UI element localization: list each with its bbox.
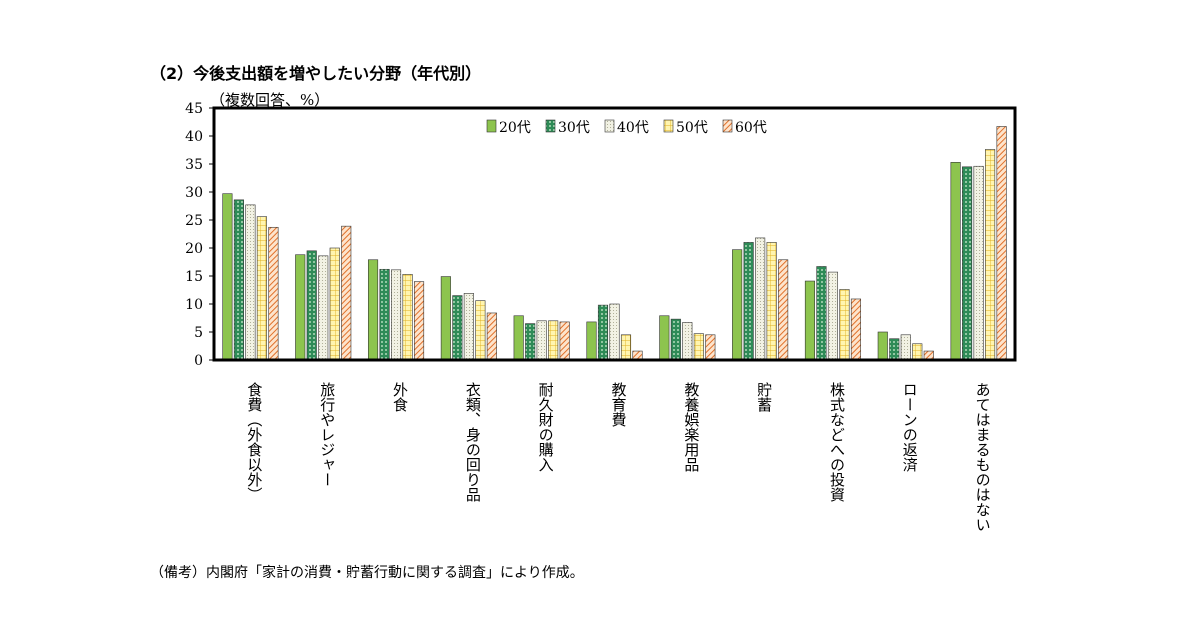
bar-50代 bbox=[329, 247, 340, 361]
y-tick-label: 40 bbox=[185, 129, 203, 145]
bar-50代 bbox=[256, 216, 267, 361]
y-tick-label: 20 bbox=[185, 241, 203, 257]
bar-40代 bbox=[682, 322, 693, 361]
bar-30代 bbox=[670, 318, 681, 361]
bar-50代 bbox=[985, 149, 996, 361]
bar-30代 bbox=[233, 199, 244, 361]
bar-50代 bbox=[475, 300, 486, 361]
bar-40代 bbox=[536, 320, 547, 361]
bar-20代 bbox=[586, 321, 597, 361]
bar-50代 bbox=[912, 343, 923, 361]
legend-label: 30代 bbox=[558, 120, 590, 136]
bar-60代 bbox=[413, 281, 425, 361]
y-tick-label: 0 bbox=[194, 353, 203, 369]
bar-40代 bbox=[318, 255, 329, 361]
chart-title: （2）今後支出額を増やしたい分野（年代別） bbox=[150, 64, 482, 83]
legend-swatch-40代 bbox=[604, 119, 615, 133]
bar-20代 bbox=[440, 276, 451, 361]
bar-50代 bbox=[402, 274, 413, 361]
bar-20代 bbox=[222, 193, 233, 361]
bar-30代 bbox=[816, 266, 827, 361]
bar-40代 bbox=[245, 204, 256, 361]
bar-30代 bbox=[889, 338, 900, 361]
y-tick-label: 15 bbox=[185, 269, 203, 285]
y-tick-label: 35 bbox=[185, 157, 203, 173]
bar-20代 bbox=[513, 315, 524, 361]
category-label: 株式などへの投資 bbox=[828, 382, 846, 502]
bar-40代 bbox=[609, 303, 620, 361]
legend-swatch-50代 bbox=[663, 119, 674, 133]
bar-60代 bbox=[341, 225, 352, 361]
bar-60代 bbox=[559, 321, 570, 361]
category-label: 貯蓄 bbox=[755, 382, 773, 412]
bar-60代 bbox=[268, 226, 279, 361]
legend-label: 20代 bbox=[499, 120, 531, 136]
bar-40代 bbox=[755, 237, 766, 361]
bar-30代 bbox=[452, 295, 463, 361]
bar-30代 bbox=[597, 304, 609, 361]
y-tick-label: 30 bbox=[185, 185, 203, 201]
category-label: 教養娯楽用品 bbox=[682, 382, 700, 472]
legend-label: 60代 bbox=[735, 120, 767, 136]
bar-50代 bbox=[548, 320, 559, 361]
bar-20代 bbox=[659, 315, 670, 361]
category-label: 旅行やレジャー bbox=[318, 382, 336, 487]
bar-60代 bbox=[778, 259, 789, 361]
bar-30代 bbox=[525, 323, 536, 361]
bar-40代 bbox=[900, 334, 911, 361]
category-label: ローンの返済 bbox=[901, 382, 919, 472]
legend-swatch-60代 bbox=[722, 119, 733, 133]
category-label: 外食 bbox=[391, 382, 409, 412]
bar-20代 bbox=[732, 249, 743, 361]
bar-60代 bbox=[486, 312, 497, 361]
bar-60代 bbox=[850, 298, 862, 361]
bar-60代 bbox=[705, 334, 716, 361]
bar-20代 bbox=[804, 280, 816, 361]
category-label: あてはまるものはない bbox=[974, 382, 992, 532]
y-tick-label: 45 bbox=[185, 101, 203, 117]
source-note: （備考）内閣府「家計の消費・貯蓄行動に関する調査」により作成。 bbox=[150, 565, 584, 581]
bar-30代 bbox=[743, 242, 754, 361]
bar-50代 bbox=[766, 242, 777, 361]
y-tick-label: 25 bbox=[185, 213, 203, 229]
bar-50代 bbox=[620, 334, 632, 361]
bar-20代 bbox=[877, 331, 888, 361]
bar-30代 bbox=[962, 166, 973, 361]
bar-20代 bbox=[950, 162, 961, 361]
category-label: 耐久財の購入 bbox=[537, 382, 555, 472]
bar-30代 bbox=[379, 268, 390, 361]
bar-30代 bbox=[306, 250, 317, 361]
y-tick-label: 5 bbox=[194, 325, 203, 341]
legend-label: 50代 bbox=[676, 120, 708, 136]
bar-40代 bbox=[463, 293, 474, 361]
bar-60代 bbox=[996, 126, 1007, 361]
category-label: 衣類、身の回り品 bbox=[464, 382, 482, 502]
legend-label: 40代 bbox=[617, 120, 649, 136]
y-axis-unit-label: （複数回答、%） bbox=[210, 91, 330, 109]
bar-40代 bbox=[827, 271, 839, 361]
category-label: 食費（外食以外） bbox=[245, 382, 263, 502]
bar-50代 bbox=[839, 289, 850, 361]
bar-40代 bbox=[973, 165, 984, 361]
y-tick-label: 10 bbox=[185, 297, 203, 313]
legend-swatch-20代 bbox=[486, 119, 497, 133]
bar-20代 bbox=[295, 254, 306, 361]
legend-swatch-30代 bbox=[545, 119, 556, 133]
bar-50代 bbox=[693, 333, 704, 361]
bar-40代 bbox=[390, 269, 402, 361]
bar-20代 bbox=[367, 259, 379, 361]
category-label: 教育費 bbox=[610, 382, 628, 427]
